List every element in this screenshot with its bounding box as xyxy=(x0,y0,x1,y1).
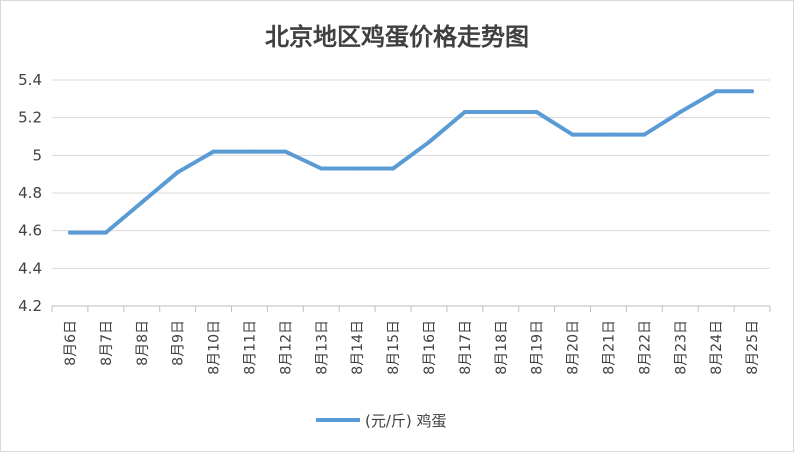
data-point xyxy=(67,230,72,235)
x-tick-label: 8月8日 xyxy=(135,320,151,366)
data-point xyxy=(139,200,144,205)
x-axis-tick-labels: 8月6日 8月7日 8月8日 8月9日 8月10日 8月11日 8月12日 8月13日 8月14… xyxy=(63,320,761,375)
x-tick-label: 8月14日 xyxy=(350,320,366,375)
x-tick-label: 8月16日 xyxy=(422,320,438,375)
data-point xyxy=(103,230,108,235)
data-point xyxy=(642,132,647,137)
x-tick-label: 8月21日 xyxy=(601,320,617,375)
data-point xyxy=(355,166,360,171)
x-tick-label: 8月17日 xyxy=(458,320,474,375)
y-tick-label: 4.4 xyxy=(18,259,42,277)
x-tick-label: 8月20日 xyxy=(566,320,582,375)
x-tick-label: 8月19日 xyxy=(530,320,546,375)
data-point xyxy=(750,89,755,94)
y-axis-tick-labels: 4.2 4.4 4.6 4.8 5 5.2 5.4 xyxy=(18,71,42,315)
legend-label: (元/斤) 鸡蛋 xyxy=(365,412,447,430)
data-point xyxy=(391,166,396,171)
y-tick-label: 4.2 xyxy=(18,297,42,315)
y-tick-label: 5.2 xyxy=(18,109,42,127)
series-line xyxy=(68,89,754,235)
data-point xyxy=(462,110,467,115)
data-point xyxy=(247,149,252,154)
x-tick-label: 8月23日 xyxy=(673,320,689,375)
x-tick-label: 8月11日 xyxy=(242,320,258,375)
data-point xyxy=(534,110,539,115)
x-tick-label: 8月15日 xyxy=(386,320,402,375)
data-point xyxy=(175,170,180,175)
y-tick-label: 5.4 xyxy=(18,71,42,89)
data-point xyxy=(211,149,216,154)
data-point xyxy=(606,132,611,137)
x-tick-label: 8月22日 xyxy=(637,320,653,375)
data-point xyxy=(426,140,431,145)
data-point xyxy=(678,110,683,115)
data-point xyxy=(714,89,719,94)
x-tick-label: 8月18日 xyxy=(494,320,510,375)
data-point xyxy=(319,166,324,171)
series-lines xyxy=(67,89,755,235)
data-point xyxy=(570,132,575,137)
x-axis xyxy=(51,305,771,312)
y-tick-label: 4.6 xyxy=(18,222,42,240)
chart-title: 北京地区鸡蛋价格走势图 xyxy=(265,23,529,51)
x-tick-label: 8月13日 xyxy=(314,320,330,375)
gridlines xyxy=(52,79,770,269)
y-tick-label: 5 xyxy=(32,146,42,164)
y-tick-label: 4.8 xyxy=(18,184,42,202)
x-tick-label: 8月9日 xyxy=(171,320,187,366)
x-tick-label: 8月7日 xyxy=(99,320,115,366)
x-tick-label: 8月24日 xyxy=(709,320,725,375)
data-point xyxy=(283,149,288,154)
legend: (元/斤) 鸡蛋 xyxy=(316,412,447,430)
x-tick-label: 8月12日 xyxy=(278,320,294,375)
x-tick-label: 8月6日 xyxy=(63,320,79,366)
x-tick-label: 8月10日 xyxy=(207,320,223,375)
data-point xyxy=(498,110,503,115)
x-tick-label: 8月25日 xyxy=(745,320,761,375)
